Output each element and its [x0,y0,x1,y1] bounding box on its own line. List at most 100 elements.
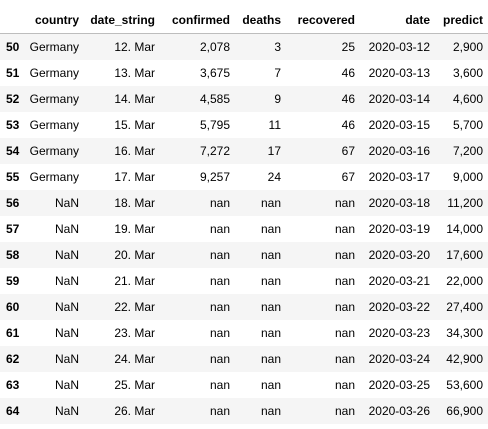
cell-predict: 7,200 [452,144,483,158]
cell-deaths: nan [260,222,281,236]
table-row: 51 Germany 13. Mar 3,675 7 46 2020-03-13 3,600 [0,60,488,86]
table-row: 56 NaN 18. Mar nan nan nan 2020-03-18 11,200 [0,190,488,216]
row-index: 53 [6,118,20,132]
cell-country: NaN [54,196,79,210]
cell-date: 2020-03-23 [368,326,430,340]
column-header-confirmed: confirmed [160,7,235,34]
cell-deaths: 9 [274,92,281,106]
cell-date: 2020-03-20 [368,248,430,262]
cell-recovered: 67 [341,144,355,158]
cell-date: 2020-03-12 [368,40,430,54]
cell-country: Germany [29,170,79,184]
cell-recovered: nan [334,196,355,210]
cell-recovered: nan [334,378,355,392]
cell-deaths: nan [260,326,281,340]
row-index: 63 [6,378,20,392]
cell-recovered: nan [334,274,355,288]
cell-date-string: 23. Mar [114,326,155,340]
cell-deaths: 17 [267,144,281,158]
cell-date: 2020-03-16 [368,144,430,158]
cell-deaths: 11 [268,118,281,132]
cell-date: 2020-03-17 [368,170,430,184]
cell-country: NaN [54,404,79,418]
cell-confirmed: 3,675 [199,66,230,80]
cell-predict: 66,900 [446,404,483,418]
table-row: 54 Germany 16. Mar 7,272 17 67 2020-03-16 7,200 [0,138,488,164]
table-row: 61 NaN 23. Mar nan nan nan 2020-03-23 34,300 [0,320,488,346]
cell-date-string: 17. Mar [114,170,155,184]
cell-country: Germany [29,92,79,106]
cell-deaths: nan [260,404,281,418]
cell-recovered: nan [334,404,355,418]
cell-predict: 3,600 [452,66,483,80]
cell-deaths: nan [260,196,281,210]
cell-date-string: 15. Mar [114,118,155,132]
row-index: 61 [6,326,20,340]
row-index: 52 [6,92,20,106]
table-row: 63 NaN 25. Mar nan nan nan 2020-03-25 53,600 [0,372,488,398]
cell-predict: 53,600 [446,378,483,392]
cell-recovered: 46 [341,118,355,132]
table-row: 55 Germany 17. Mar 9,257 24 67 2020-03-17 9,000 [0,164,488,190]
cell-deaths: nan [260,352,281,366]
cell-country: NaN [54,352,79,366]
cell-predict: 4,600 [452,92,483,106]
cell-country: NaN [54,222,79,236]
cell-confirmed: nan [209,196,230,210]
cell-predict: 11,200 [447,196,483,210]
row-index: 50 [6,40,20,54]
cell-deaths: nan [260,274,281,288]
table-row: 62 NaN 24. Mar nan nan nan 2020-03-24 42,900 [0,346,488,372]
row-index: 54 [6,144,20,158]
cell-deaths: 7 [274,66,281,80]
cell-date: 2020-03-14 [368,92,430,106]
cell-confirmed: nan [209,222,230,236]
cell-date: 2020-03-26 [368,404,430,418]
row-index: 55 [6,170,20,184]
cell-predict: 27,400 [446,300,483,314]
cell-confirmed: nan [209,326,230,340]
table-row: 59 NaN 21. Mar nan nan nan 2020-03-21 22,000 [0,268,488,294]
cell-confirmed: 9,257 [199,170,230,184]
row-index: 57 [6,222,20,236]
cell-country: Germany [29,40,79,54]
row-index: 62 [6,352,20,366]
row-index: 64 [6,404,20,418]
cell-country: NaN [54,248,79,262]
cell-predict: 5,700 [452,118,483,132]
table-row: 64 NaN 26. Mar nan nan nan 2020-03-26 66,900 [0,398,488,424]
table-row: 57 NaN 19. Mar nan nan nan 2020-03-19 14,000 [0,216,488,242]
index-header [0,7,25,34]
cell-date: 2020-03-13 [368,66,430,80]
dataframe-table: country date_string confirmed deaths rec… [0,7,488,424]
cell-date-string: 24. Mar [114,352,155,366]
cell-deaths: 24 [267,170,281,184]
cell-predict: 9,000 [452,170,483,184]
cell-country: NaN [54,274,79,288]
cell-date-string: 26. Mar [114,404,155,418]
cell-recovered: 67 [341,170,355,184]
cell-date-string: 20. Mar [114,248,155,262]
cell-country: Germany [29,118,79,132]
cell-deaths: 3 [274,40,281,54]
cell-confirmed: nan [209,404,230,418]
row-index: 51 [6,66,20,80]
table-row: 58 NaN 20. Mar nan nan nan 2020-03-20 17,600 [0,242,488,268]
cell-confirmed: 7,272 [199,144,230,158]
row-index: 56 [6,196,20,210]
table-body: 50 Germany 12. Mar 2,078 3 25 2020-03-12 2,900 5… [0,33,488,424]
cell-predict: 17,600 [446,248,483,262]
cell-date: 2020-03-25 [368,378,430,392]
cell-country: NaN [54,378,79,392]
table-row: 50 Germany 12. Mar 2,078 3 25 2020-03-12 2,900 [0,33,488,60]
cell-recovered: nan [334,248,355,262]
cell-date: 2020-03-22 [368,300,430,314]
header-row: country date_string confirmed deaths rec… [0,7,488,34]
cell-date: 2020-03-15 [368,118,430,132]
cell-predict: 14,000 [446,222,483,236]
row-index: 59 [6,274,20,288]
cell-confirmed: nan [209,248,230,262]
table-header: country date_string confirmed deaths rec… [0,7,488,34]
cell-date: 2020-03-24 [368,352,430,366]
cell-confirmed: nan [209,378,230,392]
